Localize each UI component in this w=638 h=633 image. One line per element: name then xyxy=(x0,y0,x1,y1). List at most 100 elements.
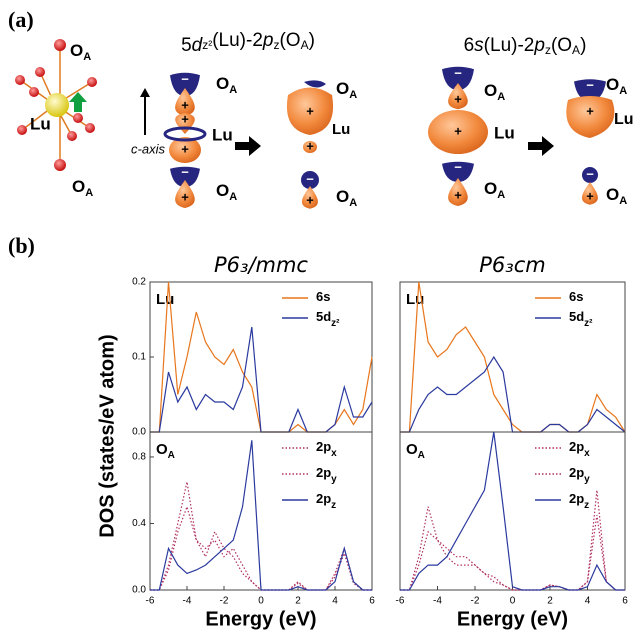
sign: + xyxy=(306,192,314,207)
title-part: z² xyxy=(202,38,212,52)
title-part: A xyxy=(301,38,309,52)
orbital-lobe-neg xyxy=(442,161,474,182)
atom-symbol: O xyxy=(216,74,229,93)
oxygen-atom xyxy=(15,75,25,85)
x-tick-label: 6 xyxy=(369,596,375,607)
title-part: (O xyxy=(551,35,572,56)
x-tick-label: 0 xyxy=(258,596,264,607)
sign: + xyxy=(586,188,594,203)
sign: + xyxy=(181,189,189,204)
label: Lu xyxy=(614,111,634,128)
orbital-lobe-neg xyxy=(301,171,319,189)
atom-symbol: O xyxy=(336,79,349,98)
sign: − xyxy=(454,65,462,80)
dos-line xyxy=(150,440,372,591)
dos-line xyxy=(400,490,625,591)
sign: + xyxy=(306,103,314,118)
panel-label: (a) xyxy=(8,7,34,32)
atom-symbol: O xyxy=(72,177,85,196)
atom-subscript: A xyxy=(349,197,357,209)
panel-label: (b) xyxy=(8,233,35,258)
orbital-lobe-pos xyxy=(448,83,468,110)
atom-subscript: A xyxy=(619,85,627,97)
label: Lu xyxy=(30,114,51,133)
orbital-lobe-neg xyxy=(170,72,200,96)
oxygen-atom xyxy=(35,67,45,77)
title-part: (Lu)-2 xyxy=(212,30,263,51)
chart-title: P6₃cm xyxy=(479,253,545,277)
atom-label: OA xyxy=(606,185,627,206)
lu-atom xyxy=(45,93,69,117)
atom-label: OA xyxy=(484,179,505,200)
title-part: ) xyxy=(309,30,315,51)
legend-label: 2px xyxy=(316,439,337,458)
atom-symbol: O xyxy=(336,187,349,206)
oxygen-atom xyxy=(54,39,66,51)
x-tick-label: 0 xyxy=(510,596,516,607)
legend-label: 5dz² xyxy=(316,309,340,328)
plot-frame xyxy=(399,281,626,433)
x-tick-label: 4 xyxy=(332,596,338,607)
orbital-lobe-pos xyxy=(175,113,195,134)
sign: − xyxy=(454,159,462,174)
sign: + xyxy=(181,111,189,126)
orbital-lobe-pos xyxy=(303,141,317,153)
orbital-lobe-neg xyxy=(582,167,598,183)
oxygen-atom xyxy=(54,159,66,171)
title-part: (Lu)-2 xyxy=(484,35,535,56)
sign: + xyxy=(454,91,462,106)
x-tick-label: -6 xyxy=(396,596,405,607)
oxygen-atom xyxy=(67,131,77,141)
orbital-lobe-pos xyxy=(428,110,488,154)
orbital-title: 5dz²(Lu)-2pz(OA) xyxy=(181,30,315,56)
legend-label: 2py xyxy=(569,465,590,484)
y-axis-label: DOS (states/eV atom) xyxy=(96,334,118,537)
y-tick-label: 0.8 xyxy=(132,452,146,463)
atom-symbol: O xyxy=(606,75,619,94)
atom-subscript: A xyxy=(85,187,93,199)
orbital-lobe-pos xyxy=(566,96,615,138)
atom-symbol: O xyxy=(484,81,497,100)
oxygen-atom xyxy=(73,113,83,123)
orbital-lobe-pos xyxy=(169,137,201,163)
chart-label: Lu xyxy=(156,291,174,308)
arrow xyxy=(235,136,261,156)
atom-subscript: A xyxy=(229,191,237,203)
x-tick-label: -2 xyxy=(471,596,480,607)
plot-frame xyxy=(399,431,626,591)
sign: + xyxy=(454,123,462,138)
dos-line xyxy=(400,355,626,433)
orbital-lobe-neg xyxy=(574,79,606,101)
chart-label: OA xyxy=(156,441,175,461)
atom-subscript: A xyxy=(349,89,357,101)
title-part: z xyxy=(273,38,279,52)
chart-label-part: A xyxy=(418,450,425,461)
title-part: A xyxy=(572,43,580,57)
orbital-lobe-pos xyxy=(286,87,334,135)
atom-label: OA xyxy=(484,81,505,102)
orbital-lobe-pos xyxy=(175,88,195,116)
sign: + xyxy=(586,103,594,118)
x-tick-label: -6 xyxy=(146,596,155,607)
orbital-ring xyxy=(163,126,207,142)
orbital-lobe-pos xyxy=(582,182,598,205)
y-tick-label: 0.0 xyxy=(132,585,146,596)
sign: + xyxy=(181,141,189,156)
x-tick-label: -2 xyxy=(220,596,229,607)
atom-label: OA xyxy=(70,41,91,62)
atom-subscript: A xyxy=(497,91,505,103)
y-tick-label: 0.4 xyxy=(132,518,146,529)
atom-subscript: A xyxy=(83,51,91,63)
dos-line xyxy=(400,431,625,591)
sign: + xyxy=(454,187,462,202)
chart-label: OA xyxy=(406,441,425,461)
legend-label: 2py xyxy=(316,465,337,484)
dos-line xyxy=(400,515,625,591)
y-tick-label: 0.2 xyxy=(132,277,146,288)
legend-label: 6s xyxy=(569,289,583,304)
sign: − xyxy=(181,71,189,86)
atom-label: OA xyxy=(216,181,237,202)
orbital-title: 6s(Lu)-2pz(OA) xyxy=(464,35,587,57)
x-axis-label: Energy (eV) xyxy=(457,608,568,630)
